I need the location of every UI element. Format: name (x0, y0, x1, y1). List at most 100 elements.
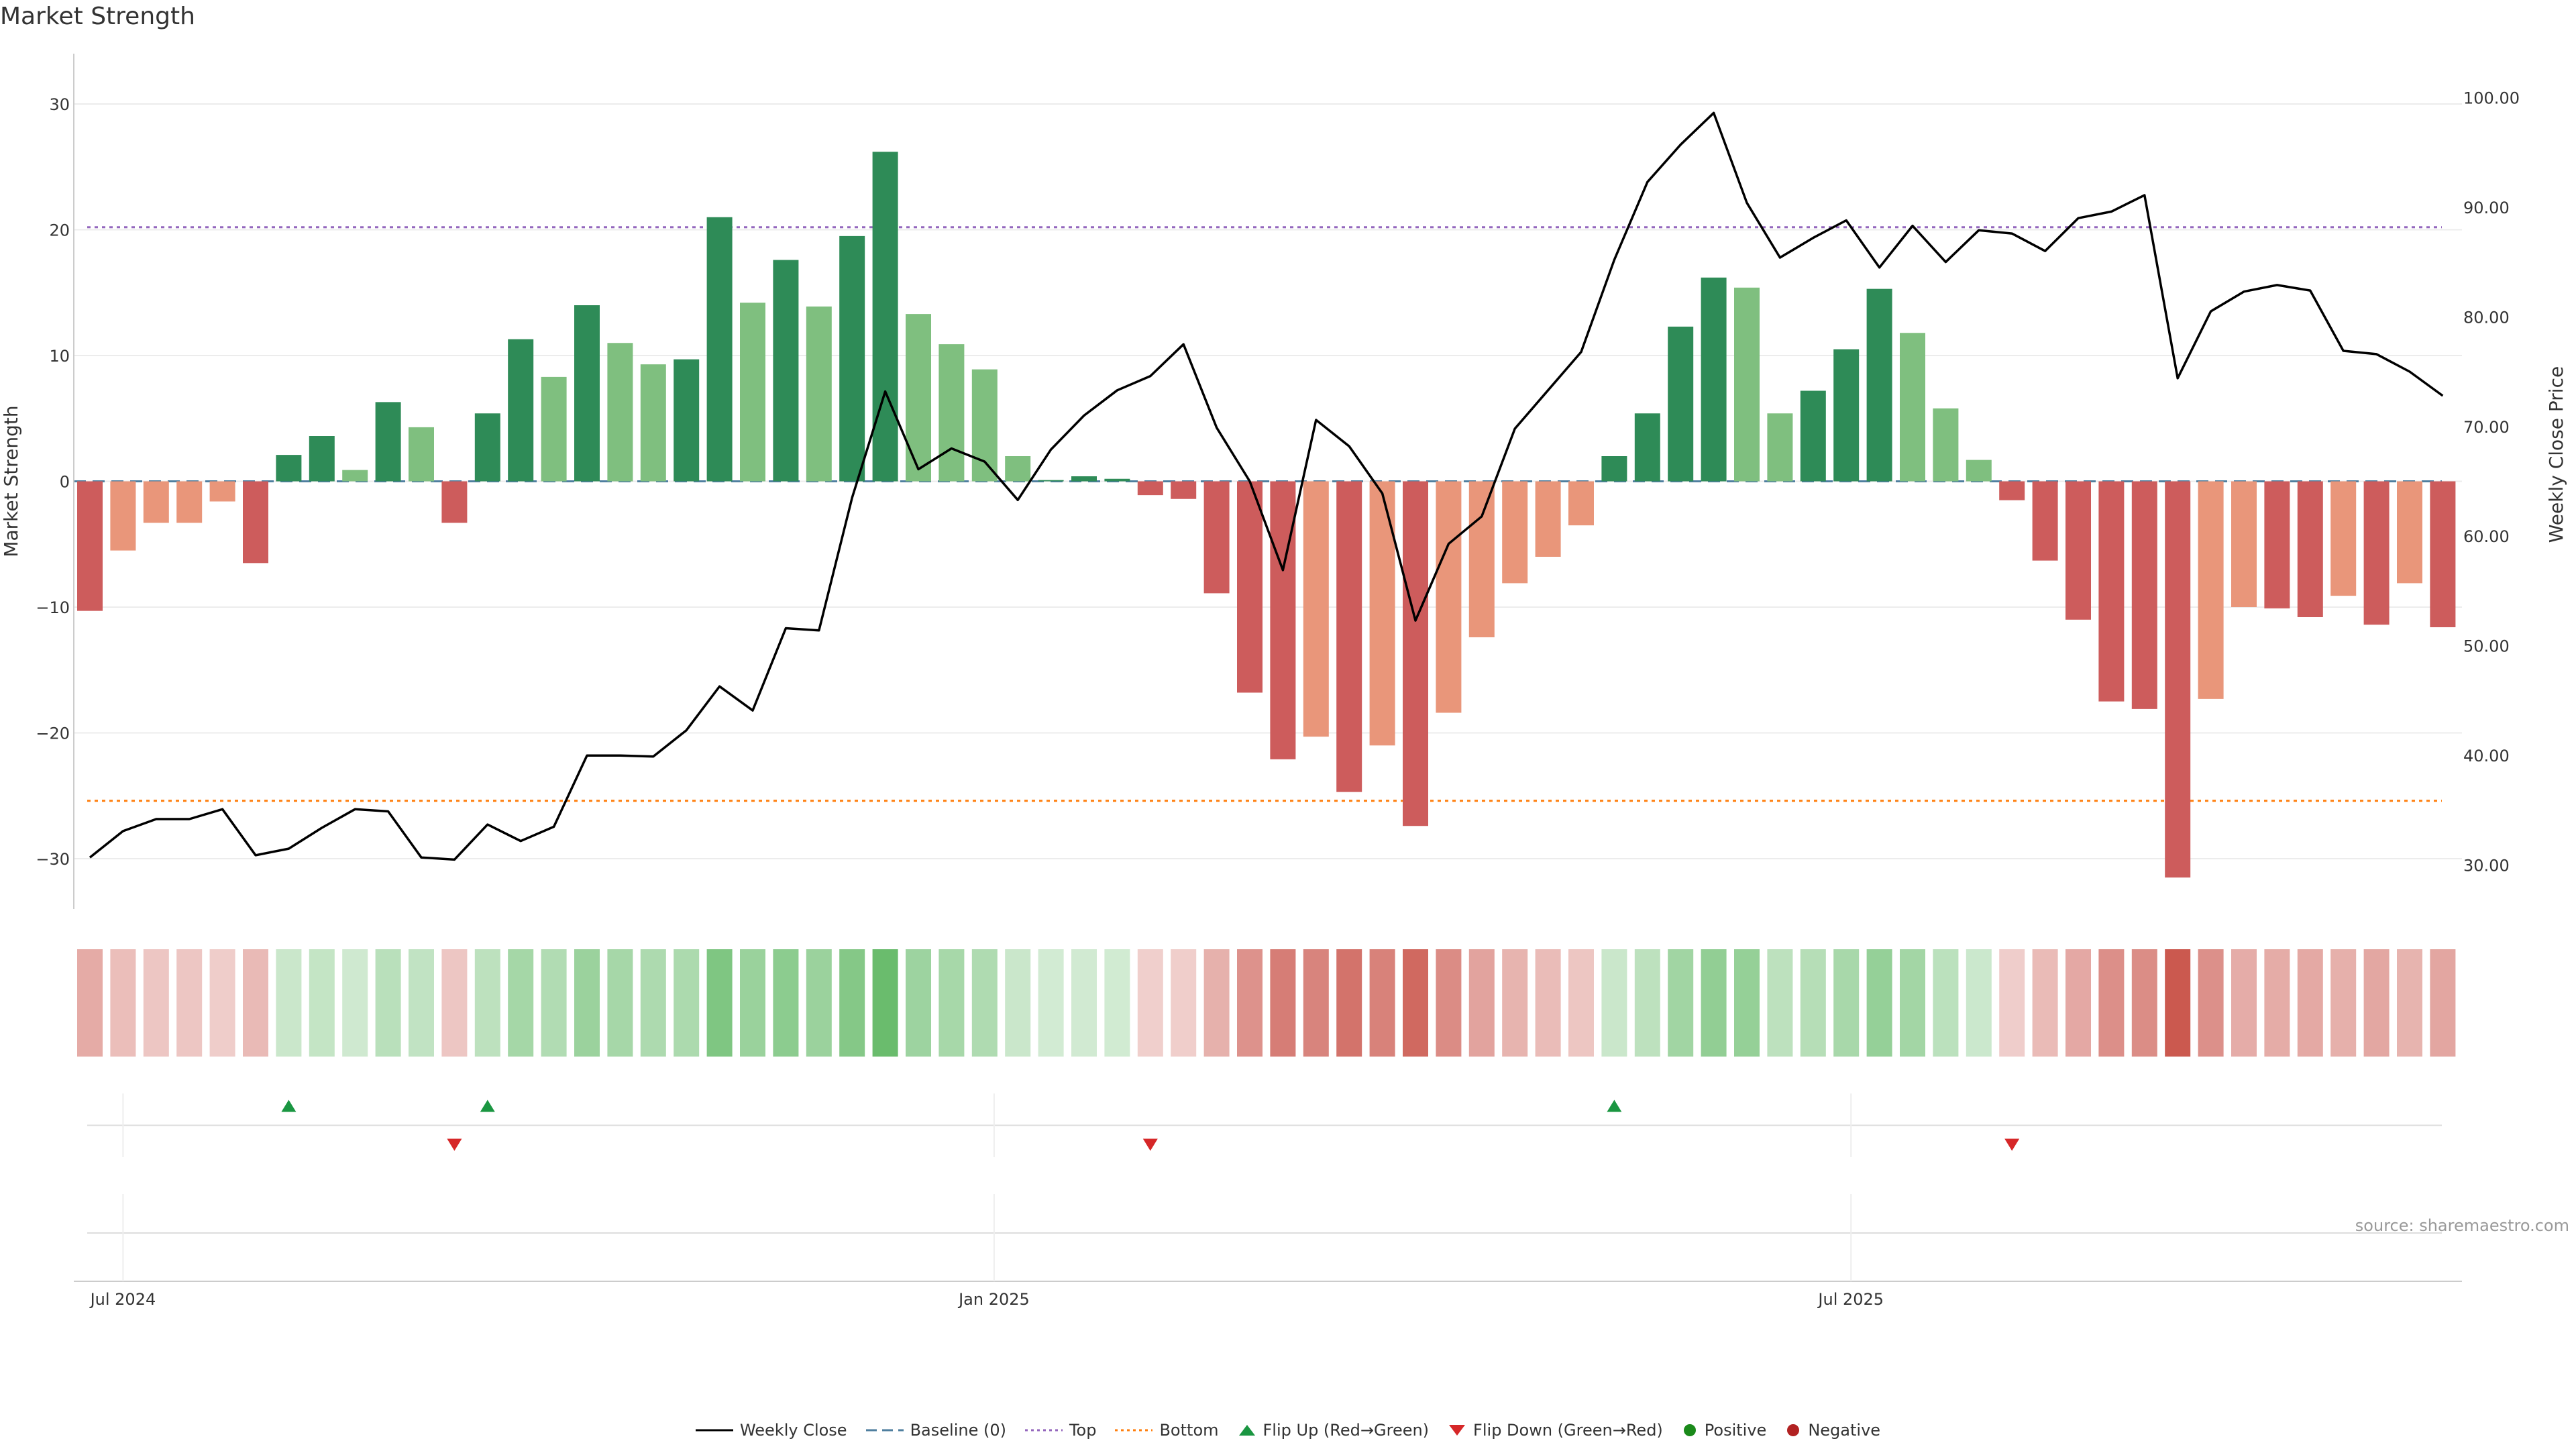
strength-bar (2297, 481, 2323, 617)
legend-item-positive: Positive (1682, 1421, 1766, 1440)
strength-bar (1833, 349, 1860, 482)
heat-cell (1767, 949, 1793, 1057)
heat-cell (209, 949, 235, 1057)
heat-cell (176, 949, 203, 1057)
y-tick-label: −20 (36, 724, 70, 743)
triangle-down-icon (1449, 1425, 1466, 1436)
flip-down-marker (2004, 1138, 2020, 1151)
strength-bar (474, 413, 500, 482)
heat-cell (77, 949, 103, 1057)
strength-bar (110, 481, 136, 551)
legend-item-flip-down: Flip Down (Green→Red) (1448, 1421, 1663, 1440)
flip-up-marker (480, 1099, 495, 1112)
strength-bar (906, 314, 931, 482)
y2-tick-label: 80.00 (2463, 308, 2510, 327)
heat-cell (2363, 949, 2390, 1057)
weekly-close-line (89, 111, 2444, 861)
strength-bar (2065, 481, 2091, 620)
heat-cell (607, 949, 633, 1057)
strength-bar (276, 455, 302, 482)
heat-cell (2297, 949, 2323, 1057)
strength-bars (77, 152, 2456, 878)
strength-bar (706, 217, 733, 482)
strength-bar (1403, 481, 1428, 826)
heat-cell (1535, 949, 1561, 1057)
heat-cell (1403, 949, 1428, 1057)
strength-bar (209, 481, 235, 502)
strength-bar (1601, 456, 1627, 482)
strength-bar (1502, 481, 1528, 584)
strength-bar (1104, 478, 1130, 482)
strength-bar (574, 305, 600, 482)
legend-item-baseline: Baseline (0) (865, 1421, 1006, 1440)
strength-bar (1734, 287, 1760, 482)
heat-cell (1933, 949, 1959, 1057)
strength-bar (971, 369, 998, 482)
flip-markers (87, 1093, 2442, 1157)
heat-cell (574, 949, 600, 1057)
y2-tick-label: 90.00 (2463, 199, 2510, 217)
heat-cell (1701, 949, 1727, 1057)
heat-cell (1601, 949, 1627, 1057)
strength-bar (607, 343, 633, 482)
heat-cell (1436, 949, 1462, 1057)
heat-cell (1038, 949, 1064, 1057)
strength-bar (2430, 481, 2456, 627)
strength-bar (773, 260, 799, 482)
heat-cell (773, 949, 799, 1057)
strength-bar (2131, 481, 2157, 709)
heat-cell (1237, 949, 1263, 1057)
strength-bar (740, 303, 765, 482)
strength-bar (409, 427, 434, 482)
heat-cell (971, 949, 998, 1057)
y-tick-label: −10 (36, 598, 70, 617)
strength-bar (806, 306, 832, 482)
strength-bar (1966, 460, 1992, 482)
strength-bar (1933, 408, 1959, 482)
strength-bar (1171, 481, 1197, 499)
y-tick-label: −30 (36, 850, 70, 869)
strength-bar (938, 344, 965, 482)
y2-tick-label: 100.00 (2463, 89, 2520, 107)
strength-bar (143, 481, 169, 523)
triangle-up-icon (1238, 1425, 1255, 1436)
strength-bar (1668, 326, 1694, 482)
strength-bar (243, 481, 268, 564)
heat-cell (508, 949, 534, 1057)
heat-cell (1005, 949, 1031, 1057)
heat-cell (2032, 949, 2058, 1057)
heat-cell (342, 949, 368, 1057)
y-axis-title: Market Strength (0, 405, 22, 557)
legend-item-flip-up: Flip Up (Red→Green) (1238, 1421, 1429, 1440)
flip-down-marker (1142, 1138, 1158, 1151)
x-tick-label: Jul 2025 (1817, 1290, 1884, 1309)
heat-cell (2430, 949, 2456, 1057)
strength-bar (1203, 481, 1230, 594)
heat-cell (1866, 949, 1892, 1057)
strength-bar (2198, 481, 2224, 699)
heat-cell (1104, 949, 1130, 1057)
heat-cell (806, 949, 832, 1057)
heat-cell (1137, 949, 1163, 1057)
strength-bar (1800, 390, 1826, 482)
strength-bar (1468, 481, 1495, 637)
heat-cell (1071, 949, 1097, 1057)
heat-strip (77, 949, 2456, 1057)
strength-bar (541, 376, 567, 482)
heat-cell (1270, 949, 1296, 1057)
heat-cell (2231, 949, 2257, 1057)
heat-cell (474, 949, 500, 1057)
heat-cell (1468, 949, 1495, 1057)
strength-bar (1999, 481, 2025, 500)
strength-bar (1436, 481, 1462, 713)
legend-label-weekly-close: Weekly Close (739, 1421, 847, 1440)
heat-cell (2198, 949, 2224, 1057)
flip-up-marker (281, 1099, 297, 1112)
heat-cell (839, 949, 865, 1057)
y2-axis-title: Weekly Close Price (2545, 366, 2567, 543)
heat-cell (706, 949, 733, 1057)
heat-cell (2098, 949, 2125, 1057)
strength-bar (2231, 481, 2257, 607)
strength-bar (1767, 413, 1793, 482)
